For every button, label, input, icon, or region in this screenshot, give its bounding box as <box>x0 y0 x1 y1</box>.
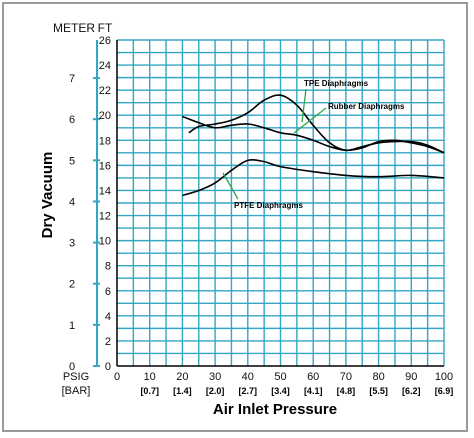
x-tick-label: 40 <box>242 371 254 383</box>
annotation-leader-line <box>293 107 327 134</box>
x-tick-label: 0 <box>114 371 120 383</box>
chart-grid <box>117 39 445 366</box>
series-line-0 <box>188 94 445 154</box>
annotation-label: PTFE Diaphragms <box>234 201 303 210</box>
ft-tick-label: 26 <box>99 35 111 47</box>
bar-tick-label: [1.4] <box>173 386 192 396</box>
series-line-2 <box>182 159 445 197</box>
x-tick-label: 60 <box>307 371 319 383</box>
x-tick-label: 90 <box>405 371 417 383</box>
meter-tick-label: 0 <box>69 361 75 373</box>
bar-unit-label: [BAR] <box>62 385 91 397</box>
meter-tick-label: 1 <box>69 320 75 332</box>
meter-tick-label: 7 <box>69 73 75 85</box>
x-tick-label: 70 <box>340 371 352 383</box>
annotation-leader-line <box>222 172 239 200</box>
x-tick-label: 100 <box>435 371 453 383</box>
x-tick-label: 80 <box>372 371 384 383</box>
ft-tick-label: 16 <box>99 160 111 172</box>
bar-tick-label: [6.2] <box>402 386 421 396</box>
x-tick-label: 20 <box>176 371 188 383</box>
bar-tick-label: [4.1] <box>304 386 323 396</box>
ft-tick-label: 8 <box>105 261 111 273</box>
meter-tick-label: 2 <box>69 279 75 291</box>
ft-tick-label: 0 <box>105 361 111 373</box>
x-axis-title: Air Inlet Pressure <box>213 401 337 418</box>
chart-axes <box>93 40 444 367</box>
annotation-label: Rubber Diaphragms <box>328 102 405 111</box>
annotation-leader-line <box>301 88 307 123</box>
y-axis-title: Dry Vacuum <box>39 152 56 239</box>
psig-unit-label: PSIG <box>63 371 89 383</box>
ft-tick-label: 20 <box>99 110 111 122</box>
meter-tick-label: 5 <box>69 155 75 167</box>
ft-tick-label: 24 <box>99 60 111 72</box>
ft-tick-label: 22 <box>99 85 111 97</box>
annotation-label: TPE Diaphragms <box>304 79 369 88</box>
series-lines <box>182 94 445 197</box>
meter-tick-label: 4 <box>69 196 75 208</box>
ft-tick-label: 6 <box>105 286 111 298</box>
chart-frame <box>2 2 468 432</box>
x-tick-label: 30 <box>209 371 221 383</box>
ft-tick-label: 2 <box>105 336 111 348</box>
bar-tick-label: [2.7] <box>239 386 258 396</box>
bar-tick-label: [2.0] <box>206 386 225 396</box>
series-annotations: TPE Diaphragms Rubber Diaphragms PTFE Diap… <box>222 79 405 210</box>
bar-tick-label: [0.7] <box>140 386 159 396</box>
ft-tick-label: 14 <box>99 185 111 197</box>
ft-unit-label: FT <box>98 21 113 35</box>
bar-tick-label: [6.9] <box>435 386 454 396</box>
bar-tick-label: [4.8] <box>337 386 356 396</box>
meter-tick-label: 3 <box>69 238 75 250</box>
series-line-1 <box>182 115 445 154</box>
meter-unit-label: METER <box>53 21 95 35</box>
ft-tick-label: 10 <box>99 236 111 248</box>
ft-tick-label: 4 <box>105 311 111 323</box>
ft-tick-label: 18 <box>99 135 111 147</box>
ft-tick-label: 12 <box>99 211 111 223</box>
x-tick-label: 10 <box>144 371 156 383</box>
x-tick-label: 50 <box>274 371 286 383</box>
meter-tick-label: 6 <box>69 114 75 126</box>
bar-tick-label: [5.5] <box>369 386 388 396</box>
bar-tick-label: [3.4] <box>271 386 290 396</box>
